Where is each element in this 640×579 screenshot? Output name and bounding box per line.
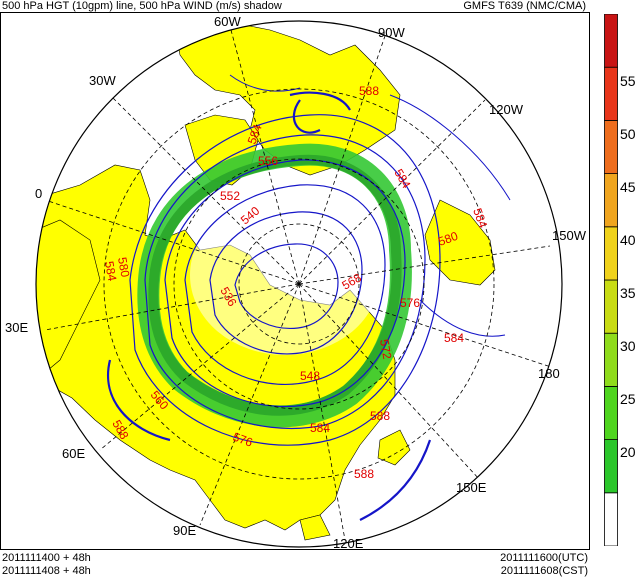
colorbar-tick: 40: [620, 232, 636, 248]
valid-time-utc: 2011111600(UTC): [500, 552, 588, 564]
contour-label: 584: [245, 122, 265, 146]
lon-label: 90W: [378, 25, 405, 40]
lon-label: 0: [35, 186, 42, 201]
chart-title: 500 hPa HGT (10gpm) line, 500 hPa WIND (…: [2, 0, 282, 12]
colorbar-tick: 25: [620, 391, 636, 407]
land-alaska: [424, 199, 496, 286]
colorbar-tick: 35: [620, 285, 636, 301]
colorbar-tick: 50: [620, 126, 636, 142]
colorbar-segment: [604, 439, 618, 494]
colorbar-segment: [604, 332, 618, 387]
colorbar-segment: [604, 226, 618, 281]
contour-label: 584: [470, 206, 490, 230]
contour-label: 584: [310, 421, 330, 435]
contour-label: 584: [102, 260, 119, 282]
colorbar-tick: 55: [620, 73, 636, 89]
contour-label: 580: [115, 256, 132, 278]
init-time-utc: 2011111400 + 48h: [2, 552, 91, 564]
lon-label: 60W: [214, 14, 241, 29]
colorbar-segment: [604, 120, 618, 175]
colorbar-segment: [604, 279, 618, 334]
contour-label: 584: [444, 331, 464, 345]
contour-label: 576: [231, 430, 255, 450]
contour-label: 548: [300, 369, 320, 383]
valid-time-cst: 2011111608(CST): [500, 565, 588, 577]
colorbar-segment: [604, 14, 618, 68]
colorbar-tick: 20: [620, 444, 636, 460]
contour-label: 588: [370, 409, 390, 423]
lon-label: 30W: [89, 73, 116, 88]
lon-label: 180: [538, 366, 560, 381]
colorbar-tick: 45: [620, 179, 636, 195]
lon-label: 150W: [552, 228, 587, 243]
lon-label: 120W: [489, 102, 524, 117]
colorbar-segment: [604, 492, 618, 546]
colorbar-tick: 30: [620, 338, 636, 354]
colorbar-segment: [604, 66, 618, 121]
lon-label: 150E: [456, 480, 487, 495]
model-label: GMFS T639 (NMC/CMA): [463, 0, 586, 12]
colorbar-segment: [604, 385, 618, 440]
land-islands: [299, 429, 411, 541]
contour-label: 580: [436, 229, 460, 249]
contour-label: 572: [377, 338, 394, 360]
contour-label: 556: [258, 154, 278, 168]
lon-label: 90E: [173, 523, 196, 538]
lon-label: 120E: [333, 536, 364, 551]
contour-label: 588: [354, 467, 374, 481]
colorbar-segment: [604, 173, 618, 228]
init-time-cst: 2011111408 + 48h: [2, 565, 91, 577]
contour-label: 576: [400, 296, 420, 310]
contour-label: 552: [220, 189, 240, 203]
contour-label: 588: [359, 84, 379, 98]
wind-speed-colorbar: [604, 14, 618, 546]
wind-shade-inner: [148, 154, 402, 416]
lon-label: 30E: [5, 320, 28, 335]
lon-label: 60E: [62, 446, 85, 461]
